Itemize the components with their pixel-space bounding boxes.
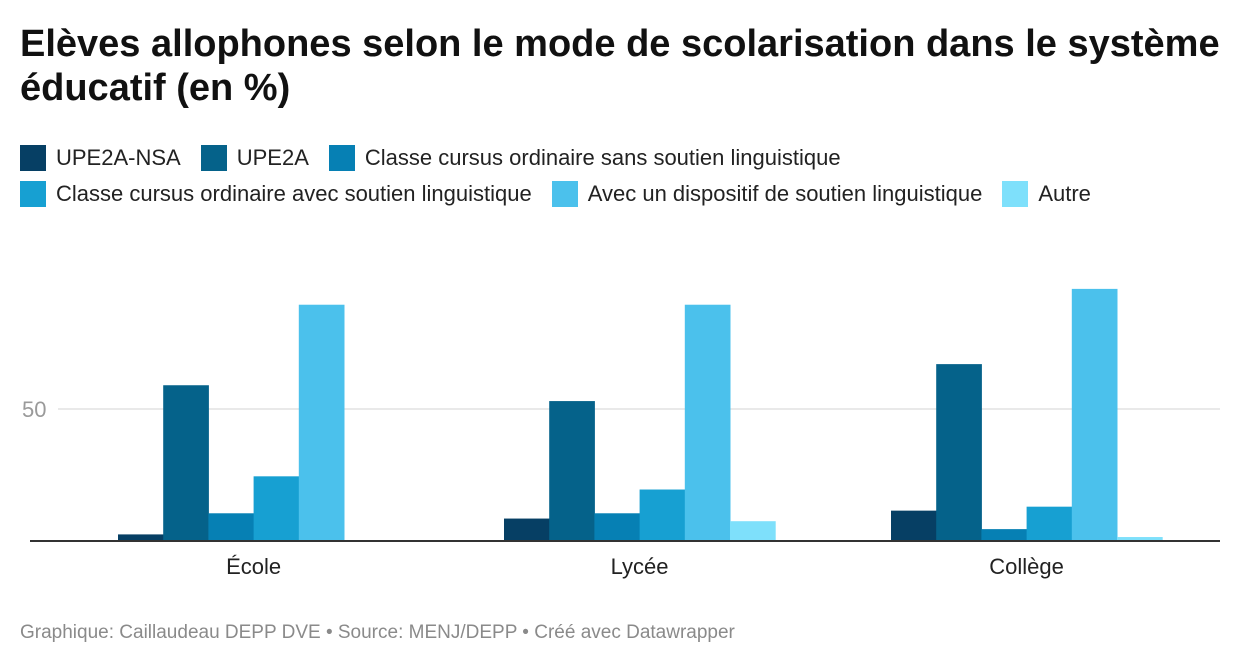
- legend-label: UPE2A: [236, 145, 309, 170]
- bar: [1117, 537, 1163, 541]
- legend-label: Classe cursus ordinaire sans soutien lin…: [364, 145, 841, 170]
- bar: [298, 304, 345, 541]
- chart-footer: Graphique: Caillaudeau DEPP DVE • Source…: [20, 622, 735, 643]
- x-tick-label: École: [226, 554, 281, 579]
- bar: [594, 513, 641, 541]
- y-tick-label: 50: [22, 397, 46, 422]
- legend: UPE2A-NSA UPE2A Classe cursus ordinaire …: [20, 140, 1220, 212]
- legend-row: Classe cursus ordinaire avec soutien lin…: [20, 176, 1220, 212]
- legend-label: Classe cursus ordinaire avec soutien lin…: [56, 181, 532, 206]
- legend-swatch: [1002, 181, 1029, 207]
- legend-row: UPE2A-NSA UPE2A Classe cursus ordinaire …: [20, 140, 1220, 176]
- legend-item-autre: Autre: [1002, 181, 1091, 207]
- bar: [639, 489, 686, 541]
- x-tick-label: Collège: [989, 554, 1064, 579]
- bar: [118, 534, 164, 541]
- bar: [504, 518, 550, 541]
- legend-swatch: [200, 145, 227, 171]
- chart-title: Elèves allophones selon le mode de scola…: [20, 23, 1220, 109]
- legend-label: Avec un dispositif de soutien linguistiq…: [587, 181, 983, 206]
- legend-item-dispositif-soutien: Avec un dispositif de soutien linguistiq…: [551, 181, 983, 207]
- bar: [253, 476, 300, 541]
- legend-item-ordinaire-avec-soutien: Classe cursus ordinaire avec soutien lin…: [20, 181, 532, 207]
- legend-label: UPE2A-NSA: [56, 145, 181, 170]
- bar: [730, 521, 776, 541]
- legend-swatch: [328, 145, 355, 171]
- legend-label: Autre: [1038, 181, 1091, 206]
- legend-item-upe2a-nsa: UPE2A-NSA: [20, 145, 181, 171]
- x-tick-label: Lycée: [611, 554, 669, 579]
- bar: [891, 510, 937, 541]
- bar: [1026, 506, 1073, 541]
- bar: [163, 385, 209, 541]
- bar: [208, 513, 255, 541]
- legend-swatch: [20, 181, 46, 207]
- bar: [1071, 288, 1118, 541]
- bar: [684, 304, 731, 541]
- legend-item-upe2a: UPE2A: [200, 145, 309, 171]
- bar: [549, 401, 595, 541]
- bar: [936, 364, 982, 541]
- legend-swatch: [20, 145, 46, 171]
- legend-item-ordinaire-sans-soutien: Classe cursus ordinaire sans soutien lin…: [328, 145, 841, 171]
- bar: [981, 529, 1028, 541]
- legend-swatch: [551, 181, 578, 207]
